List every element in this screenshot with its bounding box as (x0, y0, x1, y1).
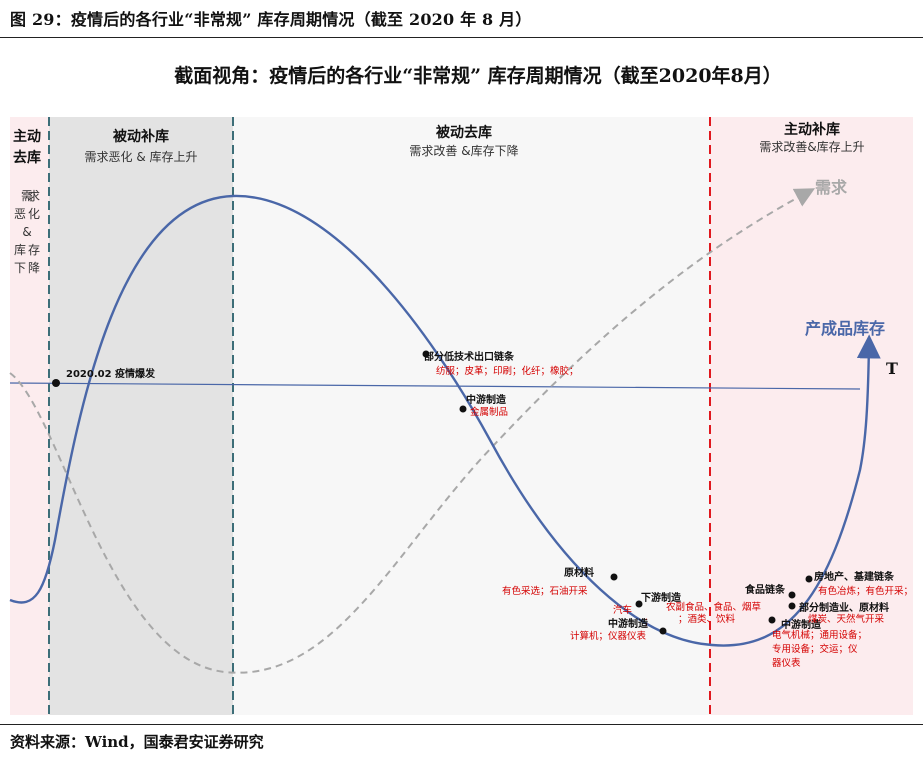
ann-food-detail: ；酒类、饮料 (678, 613, 736, 625)
zone-active-destock-bg (10, 117, 49, 715)
zone-passive-destock-bg (233, 117, 710, 715)
zone1-sub-2b: 化 (28, 207, 40, 221)
dot-food-chain (788, 591, 796, 599)
diagram-title: 截面视角：疫情后的各行业“非常规” 库存周期情况（截至2020年8月） (174, 64, 782, 87)
zone3-sub: 需求改善 &库存下降 (409, 143, 518, 158)
zone3-title: 被动去库 (436, 124, 492, 141)
ann-food-chain-name: 食品链条 (744, 583, 786, 596)
event-dot (52, 379, 60, 387)
zone1-sub-3b: 存 (28, 243, 40, 257)
zone1-sub-2: 恶 (14, 207, 26, 221)
zone1-sub-4b: 降 (28, 261, 40, 275)
ann-low-tech-name: 部分低技术出口链条 (424, 350, 515, 363)
ann-downstream-detail-1: 汽车 (613, 604, 632, 616)
demand-label: 需求 (815, 178, 848, 197)
ann-midstream-2-detail: 计算机；仪器仪表 (570, 630, 647, 642)
zone1-title-line1: 主动 (13, 128, 41, 145)
ann-raw-name: 原材料 (564, 566, 594, 579)
source-note: 资料来源：Wind，国泰君安证券研究 (10, 733, 264, 751)
dot-low-tech-export (422, 350, 430, 358)
zone1-title-line2: 去库 (13, 149, 41, 166)
ann-midstream-1-name: 中游制造 (466, 393, 507, 406)
figure-title: 图 29：疫情后的各行业“非常规” 库存周期情况（截至 2020 年 8 月） (10, 10, 532, 29)
time-axis (9, 382, 861, 390)
ann-midstream-1-detail: 金属制品 (470, 406, 508, 418)
time-axis-label: T (886, 359, 898, 378)
ann-manufacturing-detail: 电气机械；通用设备； (772, 629, 867, 641)
dot-midstream-electrical (768, 616, 776, 624)
ann-food-name: 农副食品、食品、烟草 (666, 601, 761, 613)
dot-raw-materials (610, 573, 618, 581)
top-rule (0, 37, 923, 38)
bottom-rule (0, 724, 923, 725)
ann-downstream-detail-2: ； (644, 617, 654, 628)
zone1-sub-1b: 求 (28, 189, 40, 203)
demand-curve (9, 188, 816, 674)
zone4-title: 主动补库 (784, 121, 840, 138)
inventory-curve (9, 194, 881, 647)
dot-midstream-metal (459, 405, 467, 413)
ann-midstream-3-detail-2: 器仪表 (772, 657, 801, 669)
inventory-label: 产成品库存 (805, 319, 885, 338)
ann-manufacturing-name: 部分制造业、原材料 (799, 601, 889, 614)
ann-low-tech-detail: 纺服；皮革；印刷；化纤；橡胶； (436, 365, 579, 377)
dot-midstream-computer (659, 627, 667, 635)
ann-midstream-2-name: 中游制造 (608, 617, 649, 630)
zone1-sub-amp: & (22, 225, 31, 239)
zone1-sub-4: 下 (14, 261, 26, 275)
zone1-sub-3: 库 (14, 242, 26, 257)
ann-raw-detail: 有色采选；石油开采 (502, 585, 588, 597)
zone1-sub-1: 需 (21, 189, 33, 203)
ann-real-estate-detail: 有色冶炼；有色开采； (818, 585, 913, 597)
ann-real-estate-name: 房地产、基建链条 (814, 570, 895, 583)
ann-midstream-3-name: 中游制造 (781, 618, 822, 631)
dot-downstream (635, 600, 643, 608)
zone2-title: 被动补库 (113, 128, 169, 145)
zone2-sub: 需求恶化 & 库存上升 (85, 149, 198, 164)
dot-manufacturing-raw (788, 602, 796, 610)
ann-midstream-3-detail-1: 专用设备；交运；仪 (772, 643, 858, 655)
ann-coal-gas-detail: 煤炭、天然气开采 (808, 613, 885, 625)
zone-active-restock-bg (710, 117, 913, 715)
ann-downstream-name: 下游制造 (641, 591, 682, 604)
dot-real-estate (805, 575, 813, 583)
zone-passive-restock-bg (49, 117, 233, 715)
event-label: 2020.02 疫情爆发 (66, 367, 156, 380)
zone4-sub: 需求改善&库存上升 (759, 139, 864, 154)
